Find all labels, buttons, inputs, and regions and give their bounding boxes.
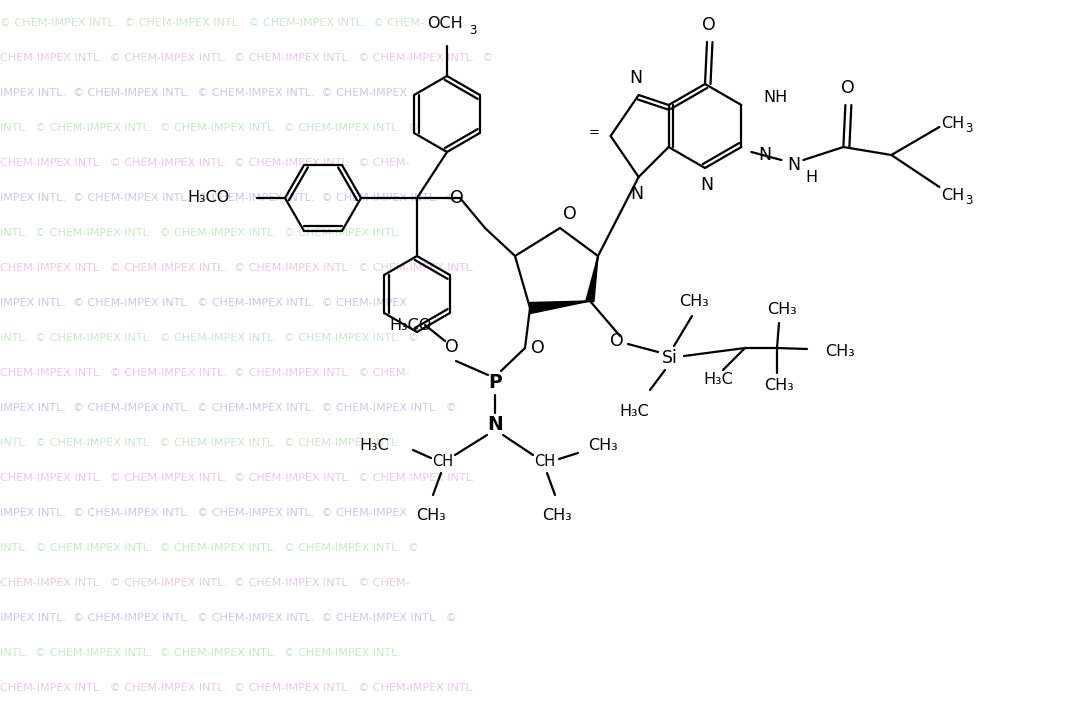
Text: IMPEX INTL.  © CHEM-IMPEX INTL.  © CHEM-IMPEX INTL.  © CHEM-IMPEX INTL.  ©: IMPEX INTL. © CHEM-IMPEX INTL. © CHEM-IM… <box>0 193 457 203</box>
Text: N: N <box>787 156 800 174</box>
Text: INTL.  © CHEM-IMPEX INTL.  © CHEM-IMPEX INTL.  © CHEM-IMPEX INTL.: INTL. © CHEM-IMPEX INTL. © CHEM-IMPEX IN… <box>0 648 401 658</box>
Text: INTL.  © CHEM-IMPEX INTL.  © CHEM-IMPEX INTL.  © CHEM-IMPEX INTL.: INTL. © CHEM-IMPEX INTL. © CHEM-IMPEX IN… <box>0 228 401 238</box>
Text: Si: Si <box>662 349 678 367</box>
Text: =: = <box>588 127 599 139</box>
Text: O: O <box>532 339 545 357</box>
Text: CHEM-IMPEX INTL.  © CHEM-IMPEX INTL.  © CHEM-IMPEX INTL.  © CHEM-: CHEM-IMPEX INTL. © CHEM-IMPEX INTL. © CH… <box>0 368 409 378</box>
Text: CH₃: CH₃ <box>767 302 796 317</box>
Text: OCH: OCH <box>427 16 463 31</box>
Text: CH₃: CH₃ <box>679 294 709 309</box>
Text: N: N <box>758 146 771 164</box>
Text: O: O <box>610 332 624 350</box>
Text: O: O <box>702 16 716 34</box>
Text: CH₃: CH₃ <box>542 508 572 523</box>
Text: CHEM-IMPEX INTL.  © CHEM-IMPEX INTL.  © CHEM-IMPEX INTL.  © CHEM-: CHEM-IMPEX INTL. © CHEM-IMPEX INTL. © CH… <box>0 158 409 168</box>
Text: CH₃: CH₃ <box>588 438 617 454</box>
Text: CH₃: CH₃ <box>764 379 794 394</box>
Text: N: N <box>487 416 502 435</box>
Text: H₃CO: H₃CO <box>188 190 230 205</box>
Text: O: O <box>450 189 464 207</box>
Text: O: O <box>563 205 577 223</box>
Text: INTL.  © CHEM-IMPEX INTL.  © CHEM-IMPEX INTL.  © CHEM-IMPEX INTL.  ©: INTL. © CHEM-IMPEX INTL. © CHEM-IMPEX IN… <box>0 123 419 133</box>
Text: 3: 3 <box>966 122 973 135</box>
Text: H: H <box>805 171 817 185</box>
Text: CH₃: CH₃ <box>417 508 446 523</box>
Text: IMPEX INTL.  © CHEM-IMPEX INTL.  © CHEM-IMPEX INTL.  © CHEM-IMPEX INTL.  ©: IMPEX INTL. © CHEM-IMPEX INTL. © CHEM-IM… <box>0 403 457 413</box>
Text: CH: CH <box>942 188 965 202</box>
Text: CH₃: CH₃ <box>825 343 855 358</box>
Text: CH: CH <box>535 454 556 469</box>
Text: CH: CH <box>942 117 965 132</box>
Text: H₃C: H₃C <box>359 438 390 454</box>
Text: 3: 3 <box>469 23 476 37</box>
Text: CHEM-IMPEX INTL.  © CHEM-IMPEX INTL.  © CHEM-IMPEX INTL.  © CHEM-IMPEX INTL.: CHEM-IMPEX INTL. © CHEM-IMPEX INTL. © CH… <box>0 263 475 273</box>
Text: © CHEM-IMPEX INTL.  © CHEM-IMPEX INTL.  © CHEM-IMPEX INTL.  © CHEM-: © CHEM-IMPEX INTL. © CHEM-IMPEX INTL. © … <box>0 18 424 28</box>
Text: N: N <box>701 176 714 194</box>
Text: IMPEX INTL.  © CHEM-IMPEX INTL.  © CHEM-IMPEX INTL.  © CHEM-IMPEX: IMPEX INTL. © CHEM-IMPEX INTL. © CHEM-IM… <box>0 88 407 98</box>
Text: IMPEX INTL.  © CHEM-IMPEX INTL.  © CHEM-IMPEX INTL.  © CHEM-IMPEX: IMPEX INTL. © CHEM-IMPEX INTL. © CHEM-IM… <box>0 508 407 518</box>
Text: O: O <box>842 79 855 97</box>
Text: O: O <box>445 338 459 356</box>
Text: CHEM-IMPEX INTL.  © CHEM-IMPEX INTL.  © CHEM-IMPEX INTL.  © CHEM-IMPEX INTL.: CHEM-IMPEX INTL. © CHEM-IMPEX INTL. © CH… <box>0 683 475 693</box>
Text: CHEM-IMPEX INTL.  © CHEM-IMPEX INTL.  © CHEM-IMPEX INTL.  © CHEM-IMPEX INTL.  ©: CHEM-IMPEX INTL. © CHEM-IMPEX INTL. © CH… <box>0 53 494 63</box>
Text: N: N <box>629 69 642 87</box>
Text: INTL.  © CHEM-IMPEX INTL.  © CHEM-IMPEX INTL.  © CHEM-IMPEX INTL.  ©: INTL. © CHEM-IMPEX INTL. © CHEM-IMPEX IN… <box>0 543 419 553</box>
Polygon shape <box>586 256 598 302</box>
Text: CHEM-IMPEX INTL.  © CHEM-IMPEX INTL.  © CHEM-IMPEX INTL.  © CHEM-IMPEX INTL.: CHEM-IMPEX INTL. © CHEM-IMPEX INTL. © CH… <box>0 473 475 483</box>
Text: H₃C: H₃C <box>703 372 733 387</box>
Text: IMPEX INTL.  © CHEM-IMPEX INTL.  © CHEM-IMPEX INTL.  © CHEM-IMPEX: IMPEX INTL. © CHEM-IMPEX INTL. © CHEM-IM… <box>0 298 407 308</box>
Text: INTL.  © CHEM-IMPEX INTL.  © CHEM-IMPEX INTL.  © CHEM-IMPEX INTL.: INTL. © CHEM-IMPEX INTL. © CHEM-IMPEX IN… <box>0 438 401 448</box>
Text: INTL.  © CHEM-IMPEX INTL.  © CHEM-IMPEX INTL.  © CHEM-IMPEX INTL.  ©: INTL. © CHEM-IMPEX INTL. © CHEM-IMPEX IN… <box>0 333 419 343</box>
Text: P: P <box>488 374 502 392</box>
Text: IMPEX INTL.  © CHEM-IMPEX INTL.  © CHEM-IMPEX INTL.  © CHEM-IMPEX INTL.  ©: IMPEX INTL. © CHEM-IMPEX INTL. © CHEM-IM… <box>0 613 457 623</box>
Text: CH: CH <box>433 454 454 469</box>
Text: 3: 3 <box>966 193 973 207</box>
Text: NH: NH <box>764 89 788 105</box>
Text: H₃C: H₃C <box>620 404 649 420</box>
Text: CHEM-IMPEX INTL.  © CHEM-IMPEX INTL.  © CHEM-IMPEX INTL.  © CHEM-: CHEM-IMPEX INTL. © CHEM-IMPEX INTL. © CH… <box>0 578 409 588</box>
Polygon shape <box>529 301 590 314</box>
Text: N: N <box>630 185 643 203</box>
Text: H₃CO: H₃CO <box>388 317 431 333</box>
